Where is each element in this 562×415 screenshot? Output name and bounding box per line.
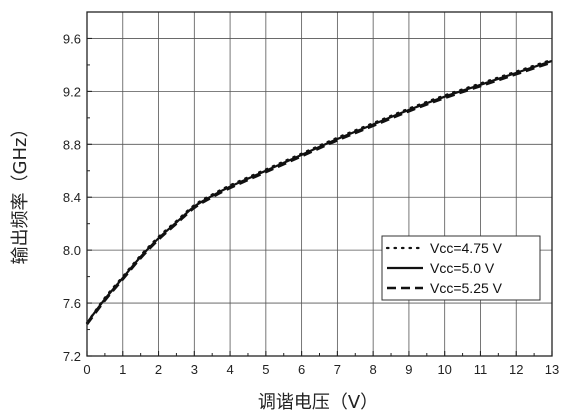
x-tick-label: 6 [298, 362, 305, 377]
y-axis-title: 输出频率（GHz） [10, 120, 31, 265]
y-tick-label: 7.2 [63, 349, 81, 364]
axes [86, 11, 553, 357]
x-tick-label: 1 [119, 362, 126, 377]
y-tick-label: 7.6 [63, 296, 81, 311]
x-tick-label: 0 [83, 362, 90, 377]
x-tick-label: 3 [191, 362, 198, 377]
x-tick-label: 7 [334, 362, 341, 377]
y-tick-label: 9.6 [63, 31, 81, 46]
legend-label-vcc-5-25: Vcc=5.25 V [430, 280, 503, 296]
series-line-2 [85, 61, 553, 326]
y-tick-label: 8.8 [63, 137, 81, 152]
x-tick-label: 11 [474, 362, 488, 377]
plot-frame [86, 11, 553, 357]
legend-label-vcc-5-0: Vcc=5.0 V [430, 260, 495, 276]
y-tick-label: 9.2 [63, 84, 81, 99]
x-tick-label: 8 [370, 362, 377, 377]
series-group [85, 58, 554, 326]
y-tick-label: 8.4 [63, 190, 81, 205]
legend: Vcc=4.75 V Vcc=5.0 V Vcc=5.25 V [381, 235, 541, 301]
grid [87, 12, 552, 356]
x-tick-label: 12 [509, 362, 523, 377]
x-tick-label: 2 [155, 362, 162, 377]
legend-label-vcc-4-75: Vcc=4.75 V [430, 240, 503, 256]
x-tick-label: 4 [226, 362, 233, 377]
x-tick-label: 13 [545, 362, 559, 377]
x-tick-label: 9 [405, 362, 412, 377]
x-tick-label: 5 [262, 362, 269, 377]
x-tick-label: 10 [437, 362, 451, 377]
y-tick-label: 8.0 [63, 243, 81, 258]
x-axis-title: 调谐电压（V） [258, 392, 378, 413]
tick-labels: 0 1 2 3 4 5 6 7 8 9 10 11 12 137.27.68.08.48.89.29.6 [63, 31, 559, 377]
